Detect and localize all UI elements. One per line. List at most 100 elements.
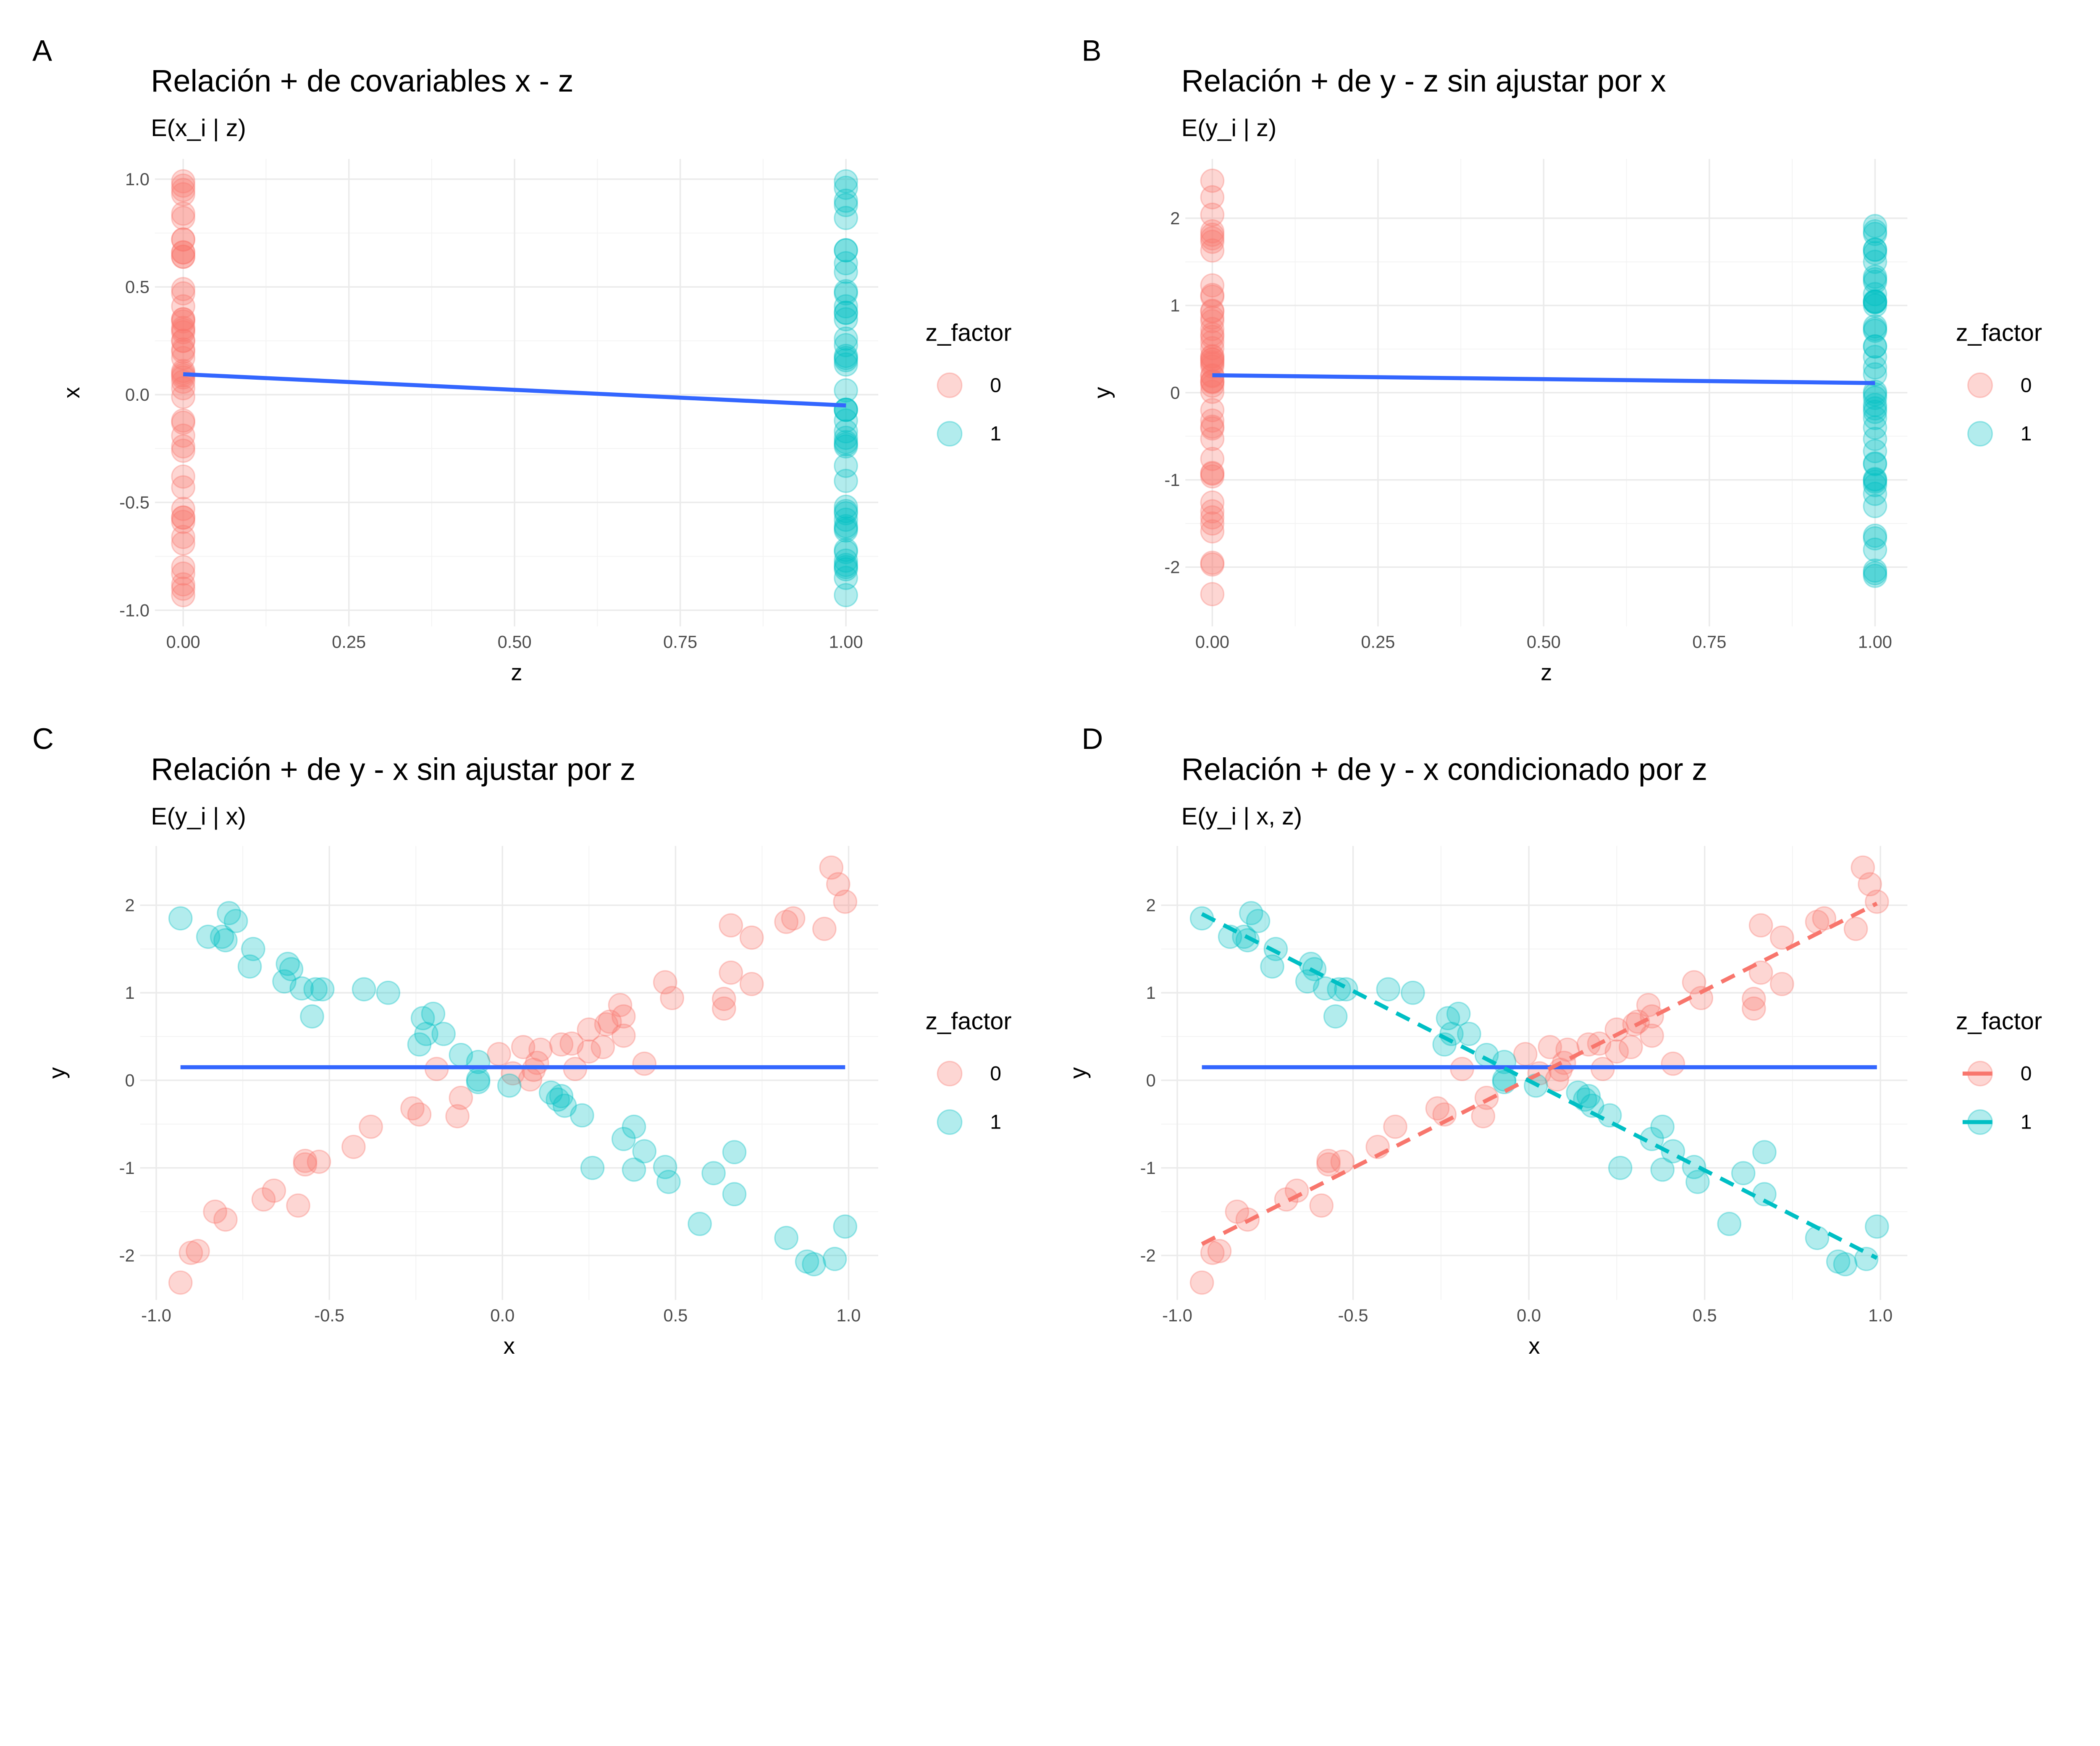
data-point-z1 xyxy=(1650,1157,1675,1182)
data-point-z0 xyxy=(186,1239,210,1263)
data-point-z1 xyxy=(1863,222,1887,246)
legend-title: z_factor xyxy=(925,1008,1011,1034)
data-point-z1 xyxy=(1863,494,1887,518)
data-point-z0 xyxy=(1200,550,1225,575)
data-point-z0 xyxy=(1851,855,1875,880)
data-point-z1 xyxy=(196,924,220,949)
data-point-z0 xyxy=(711,996,736,1021)
data-point-z0 xyxy=(171,281,196,306)
data-point-z0 xyxy=(171,240,196,265)
data-point-z0 xyxy=(251,1187,276,1212)
data-point-z0 xyxy=(1200,499,1225,524)
x-axis-title: z xyxy=(1541,660,1552,685)
data-point-z0 xyxy=(1200,582,1225,607)
panel-c: -1.0 -0.5 0.0 0.5 1.0 -2 -1 0 1 2 x y z_factor 0 1 xyxy=(44,846,1012,1359)
data-point-z1 xyxy=(722,1182,747,1207)
data-point-z0 xyxy=(1200,1240,1225,1265)
data-point-z1 xyxy=(237,954,262,979)
data-point-z0 xyxy=(1200,519,1225,543)
data-point-z1 xyxy=(834,518,858,543)
data-point-z1 xyxy=(1863,290,1887,314)
data-point-z1 xyxy=(1863,399,1887,424)
data-point-z0 xyxy=(1843,916,1868,941)
data-point-z0 xyxy=(203,1199,228,1224)
data-point-z1 xyxy=(1246,908,1270,933)
data-point-z1 xyxy=(834,206,858,230)
data-point-z1 xyxy=(1863,214,1887,239)
data-point-z0 xyxy=(1200,379,1225,404)
data-point-z0 xyxy=(171,328,196,353)
data-point-z0 xyxy=(632,1051,657,1076)
y-tick-label: 0 xyxy=(125,1071,135,1090)
data-point-z1 xyxy=(1863,314,1887,339)
data-point-z0 xyxy=(171,277,196,302)
x-tick-label: 0.25 xyxy=(1361,632,1395,652)
data-point-z1 xyxy=(1436,1006,1460,1031)
data-point-z1 xyxy=(1863,451,1887,475)
data-point-z1 xyxy=(834,260,858,284)
data-point-z1 xyxy=(410,1006,435,1031)
legend-label-z1: 1 xyxy=(2021,1111,2032,1134)
x-tick-label: 0.0 xyxy=(1517,1305,1541,1325)
data-point-z1 xyxy=(834,499,858,523)
data-point-z0 xyxy=(171,561,196,586)
data-point-z0 xyxy=(511,1035,536,1059)
y-tick-label: -1 xyxy=(1140,1158,1156,1178)
data-point-z0 xyxy=(719,960,743,985)
data-point-z1 xyxy=(1863,469,1887,494)
panel-tag-c: C xyxy=(32,722,54,755)
data-point-z0 xyxy=(597,1009,622,1034)
regression-line xyxy=(183,372,846,408)
data-point-z0 xyxy=(1200,462,1225,486)
data-point-z1 xyxy=(834,516,858,541)
legend-title: z_factor xyxy=(1956,1008,2042,1034)
data-point-z0 xyxy=(1200,511,1225,536)
legend-label-z1: 1 xyxy=(990,423,1001,445)
data-point-z1 xyxy=(217,901,241,925)
data-point-z1 xyxy=(1833,1252,1858,1276)
x-tick-label: 1.00 xyxy=(829,632,863,652)
data-point-z0 xyxy=(171,346,196,370)
data-point-z1 xyxy=(795,1249,819,1274)
data-point-z1 xyxy=(1597,1103,1622,1128)
data-point-z1 xyxy=(834,555,858,580)
data-point-z0 xyxy=(1200,398,1225,423)
data-point-z1 xyxy=(1863,439,1887,463)
data-point-z1 xyxy=(834,540,858,564)
data-point-z1 xyxy=(1863,393,1887,417)
legend-title: z_factor xyxy=(925,319,1011,346)
data-point-z0 xyxy=(171,307,196,331)
y-tick-label: 1 xyxy=(1146,983,1156,1003)
data-point-z1 xyxy=(1863,467,1887,492)
y-tick-label: 0.5 xyxy=(125,277,150,297)
y-tick-label: 0.0 xyxy=(125,385,150,404)
data-point-z0 xyxy=(1741,996,1766,1021)
x-tick-label: 0.25 xyxy=(332,632,366,652)
data-point-z1 xyxy=(414,1021,438,1046)
data-point-z0 xyxy=(577,1017,601,1042)
data-point-z0 xyxy=(1200,299,1225,324)
data-point-z0 xyxy=(171,505,196,530)
data-point-z0 xyxy=(781,906,806,931)
panel-d-title: Relación + de y - x condicionado por z xyxy=(1181,752,1707,787)
data-point-z0 xyxy=(1200,347,1225,372)
data-point-z1 xyxy=(834,281,858,306)
data-point-z1 xyxy=(352,977,376,1002)
data-point-z0 xyxy=(407,1102,432,1127)
data-point-z1 xyxy=(1576,1084,1601,1108)
data-point-z1 xyxy=(1864,1214,1889,1239)
data-point-z1 xyxy=(1863,344,1887,369)
data-point-z0 xyxy=(1538,1035,1562,1059)
data-point-z1 xyxy=(802,1252,826,1276)
data-point-z1 xyxy=(1863,317,1887,341)
data-point-z0 xyxy=(171,206,196,230)
data-point-z1 xyxy=(1446,1001,1471,1026)
data-point-z0 xyxy=(1200,347,1225,372)
data-point-z1 xyxy=(1863,282,1887,307)
data-point-z1 xyxy=(1717,1212,1742,1236)
legend-key-z0 xyxy=(937,372,963,398)
data-point-z1 xyxy=(1863,415,1887,440)
data-point-z0 xyxy=(739,971,764,996)
y-tick-label: 1 xyxy=(1170,296,1180,315)
data-point-z0 xyxy=(1200,408,1225,433)
